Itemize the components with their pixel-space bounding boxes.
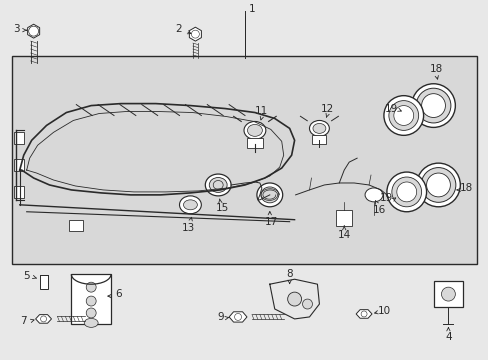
Text: 18: 18 [459, 183, 472, 193]
Ellipse shape [205, 174, 231, 196]
Bar [312, 135, 325, 144]
Circle shape [86, 296, 96, 306]
Polygon shape [27, 24, 40, 38]
Text: 1: 1 [248, 4, 255, 14]
Ellipse shape [386, 172, 426, 212]
Circle shape [287, 292, 301, 306]
Ellipse shape [365, 188, 382, 202]
Ellipse shape [416, 163, 459, 207]
Circle shape [41, 316, 46, 322]
Circle shape [29, 26, 39, 36]
Ellipse shape [396, 182, 416, 202]
Polygon shape [36, 315, 51, 323]
Ellipse shape [256, 183, 282, 207]
Circle shape [302, 299, 312, 309]
Text: 3: 3 [14, 24, 20, 34]
Text: 15: 15 [215, 203, 228, 213]
Bar [246, 138, 263, 148]
Bar [336, 210, 351, 226]
Text: 2: 2 [175, 24, 182, 34]
Circle shape [360, 311, 366, 317]
Polygon shape [229, 312, 246, 322]
Ellipse shape [421, 94, 445, 117]
Ellipse shape [388, 100, 418, 130]
Polygon shape [355, 310, 371, 318]
Ellipse shape [393, 105, 413, 125]
Circle shape [441, 287, 454, 301]
Ellipse shape [244, 121, 265, 139]
Bar [433, 281, 462, 307]
Circle shape [86, 308, 96, 318]
Bar [40, 275, 47, 289]
Ellipse shape [84, 319, 98, 327]
Ellipse shape [383, 96, 423, 135]
Ellipse shape [213, 180, 223, 189]
Bar [12, 56, 476, 264]
Ellipse shape [312, 123, 325, 133]
Bar [71, 274, 111, 324]
Ellipse shape [247, 125, 262, 136]
Text: 8: 8 [286, 269, 292, 279]
Bar [14, 159, 24, 171]
Text: 10: 10 [377, 306, 390, 316]
Bar [69, 220, 83, 231]
Text: 7: 7 [20, 316, 27, 326]
Ellipse shape [415, 88, 450, 123]
Ellipse shape [426, 173, 449, 197]
Text: 12: 12 [320, 104, 333, 113]
Text: 14: 14 [337, 230, 350, 239]
Ellipse shape [179, 196, 201, 214]
Circle shape [191, 30, 199, 38]
Text: 19: 19 [380, 193, 393, 203]
Circle shape [234, 314, 241, 320]
Text: 13: 13 [182, 222, 195, 233]
Text: 18: 18 [429, 64, 442, 74]
Text: 19: 19 [385, 104, 398, 113]
Ellipse shape [411, 84, 454, 127]
Ellipse shape [391, 177, 421, 207]
Bar [14, 132, 24, 144]
Text: 4: 4 [444, 332, 451, 342]
Text: 17: 17 [264, 217, 278, 227]
Ellipse shape [209, 177, 226, 192]
Ellipse shape [183, 200, 197, 210]
Ellipse shape [260, 187, 278, 203]
Ellipse shape [420, 168, 455, 202]
Bar [14, 186, 24, 198]
Text: 9: 9 [217, 312, 223, 322]
Text: 16: 16 [371, 205, 385, 215]
Polygon shape [189, 27, 201, 41]
Circle shape [86, 282, 96, 292]
Text: 5: 5 [23, 271, 30, 281]
Ellipse shape [309, 121, 328, 136]
Text: 6: 6 [116, 289, 122, 299]
Text: 11: 11 [255, 105, 268, 116]
